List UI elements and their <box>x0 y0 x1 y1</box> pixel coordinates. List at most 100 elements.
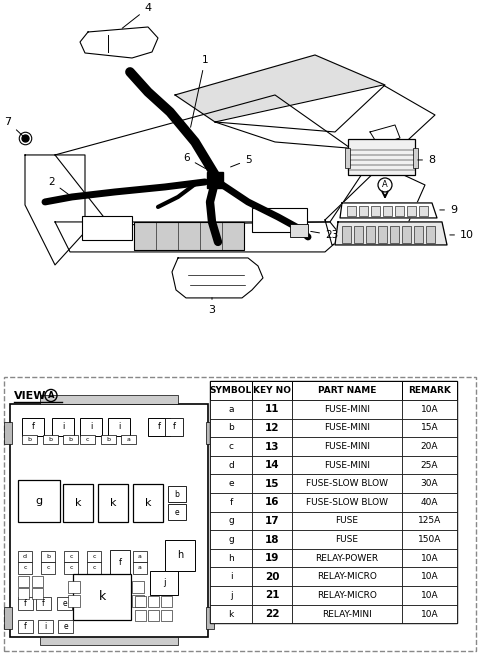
Bar <box>210 456 252 474</box>
Text: f: f <box>24 622 27 631</box>
Bar <box>63 435 78 444</box>
Text: f: f <box>42 599 45 608</box>
Text: c: c <box>86 437 89 441</box>
Text: 7: 7 <box>4 117 23 136</box>
Bar <box>40 396 178 403</box>
Bar <box>210 419 252 438</box>
Bar <box>252 493 292 512</box>
Bar <box>402 567 457 586</box>
Bar <box>378 226 387 243</box>
Bar <box>419 206 428 216</box>
Bar <box>290 224 308 237</box>
Text: 2: 2 <box>48 177 70 195</box>
Bar <box>252 531 292 549</box>
Bar <box>252 474 292 493</box>
Bar <box>168 504 186 520</box>
Text: FUSE-MINI: FUSE-MINI <box>324 442 370 451</box>
Bar <box>210 493 252 512</box>
Text: KEY NO: KEY NO <box>253 386 291 395</box>
Bar <box>98 484 128 522</box>
Bar <box>133 563 147 574</box>
Bar <box>342 226 351 243</box>
Text: 19: 19 <box>265 553 279 563</box>
Text: SYMBOL: SYMBOL <box>210 386 252 395</box>
Bar <box>252 586 292 605</box>
Bar <box>366 226 375 243</box>
Text: h: h <box>228 553 234 563</box>
Text: g: g <box>36 496 43 506</box>
Text: A: A <box>48 391 54 400</box>
Text: b: b <box>46 554 50 559</box>
Bar <box>348 139 415 175</box>
Bar <box>402 381 457 400</box>
Bar <box>292 474 402 493</box>
Text: f: f <box>172 422 176 431</box>
Bar <box>22 418 44 436</box>
Bar <box>150 571 178 595</box>
Text: 10A: 10A <box>420 405 438 414</box>
Text: 20: 20 <box>265 572 279 582</box>
Text: 8: 8 <box>418 155 435 165</box>
Text: 17: 17 <box>264 516 279 526</box>
Text: j: j <box>230 591 232 600</box>
Text: FUSE: FUSE <box>336 535 359 544</box>
Bar <box>402 456 457 474</box>
Bar <box>402 605 457 624</box>
Bar <box>18 563 32 574</box>
Bar <box>135 595 146 607</box>
Bar <box>161 595 172 607</box>
Text: 15A: 15A <box>420 423 438 432</box>
Bar <box>347 206 356 216</box>
Text: A: A <box>382 180 388 189</box>
Text: g: g <box>228 535 234 544</box>
Text: c: c <box>92 565 96 571</box>
Text: c: c <box>69 565 73 571</box>
Bar <box>359 206 368 216</box>
Text: 14: 14 <box>264 460 279 470</box>
Text: b: b <box>175 489 180 498</box>
Bar <box>252 456 292 474</box>
Text: 6: 6 <box>183 153 205 168</box>
Bar <box>292 605 402 624</box>
Bar <box>134 222 244 250</box>
Bar <box>108 418 130 436</box>
Bar <box>292 567 402 586</box>
Bar <box>402 438 457 456</box>
Text: b: b <box>228 423 234 432</box>
Text: RELAY-POWER: RELAY-POWER <box>315 553 379 563</box>
Text: f: f <box>32 422 35 431</box>
Text: REMARK: REMARK <box>408 386 451 395</box>
Bar <box>210 400 252 419</box>
Bar <box>292 493 402 512</box>
Text: k: k <box>98 590 106 603</box>
Bar <box>252 400 292 419</box>
Bar <box>371 206 380 216</box>
Text: e: e <box>63 622 68 631</box>
Bar <box>165 540 195 571</box>
Text: h: h <box>177 550 183 561</box>
Text: d: d <box>23 554 27 559</box>
Bar <box>133 484 163 522</box>
Text: 11: 11 <box>265 404 279 415</box>
Text: f: f <box>229 498 233 507</box>
Text: f: f <box>157 422 160 431</box>
Bar <box>41 563 55 574</box>
Text: k: k <box>75 498 81 508</box>
Text: 4: 4 <box>122 3 152 28</box>
Bar <box>210 474 252 493</box>
Bar <box>402 419 457 438</box>
Bar <box>80 418 102 436</box>
Bar <box>58 620 73 633</box>
Bar <box>292 438 402 456</box>
Bar <box>252 512 292 531</box>
Bar <box>18 620 33 633</box>
Text: d: d <box>228 460 234 470</box>
Bar <box>18 480 60 522</box>
Polygon shape <box>55 222 342 252</box>
Text: e: e <box>228 479 234 488</box>
Text: i: i <box>62 422 64 431</box>
Bar <box>18 552 32 563</box>
Text: 5: 5 <box>230 155 252 167</box>
Text: 10A: 10A <box>420 610 438 618</box>
Bar <box>80 435 95 444</box>
